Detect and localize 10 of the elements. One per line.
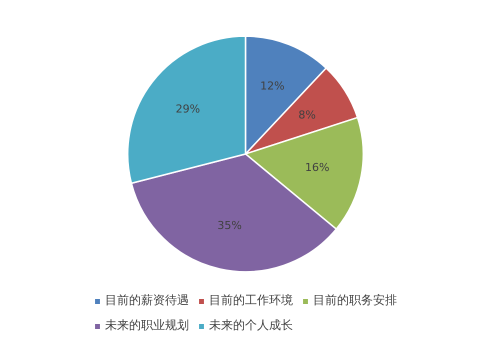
- data-label: 12%: [260, 79, 285, 92]
- data-label: 8%: [298, 108, 316, 122]
- legend-label: 未来的职业规划: [105, 317, 189, 334]
- legend-label: 目前的工作环境: [209, 292, 293, 309]
- data-label: 35%: [217, 218, 242, 232]
- legend-label: 目前的薪资待遇: [105, 292, 189, 309]
- data-label: 16%: [305, 161, 330, 174]
- legend-label: 未来的个人成长: [209, 317, 293, 334]
- legend-label: 目前的职务安排: [313, 292, 397, 309]
- data-label: 29%: [176, 102, 200, 116]
